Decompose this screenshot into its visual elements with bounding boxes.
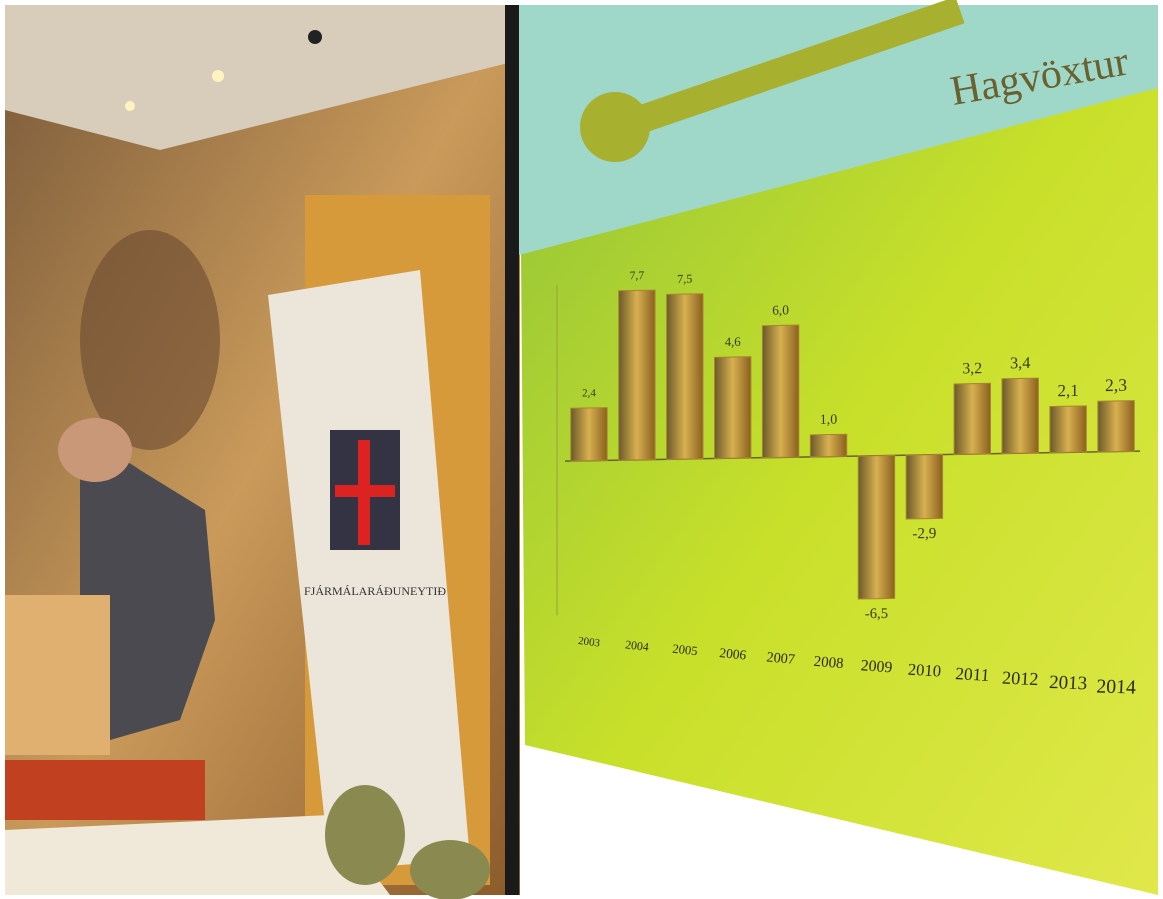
- bar: [1002, 378, 1038, 453]
- speaker-head: [58, 418, 132, 482]
- value-label: 2,1: [1058, 381, 1079, 400]
- value-label: -2,9: [912, 525, 936, 542]
- photo: FJÁRMÁLARÁÐUNEYTIÐ Hagvöxtur 20032,42004…: [0, 0, 1163, 899]
- ceiling-light: [125, 101, 135, 111]
- value-label: 6,0: [772, 302, 789, 317]
- value-label: 2,3: [1105, 375, 1127, 395]
- bar: [954, 383, 990, 454]
- chair: [325, 785, 405, 885]
- bar: [619, 290, 655, 460]
- header-dot: [580, 92, 650, 162]
- bar: [1050, 406, 1086, 453]
- banner-text: FJÁRMÁLARÁÐUNEYTIÐ: [304, 584, 446, 598]
- value-label: 1,0: [820, 413, 837, 428]
- x-tick-label: 2010: [907, 660, 942, 681]
- coat-of-arms-cross: [335, 485, 395, 497]
- value-label: 4,6: [725, 335, 742, 349]
- ceiling-light: [212, 70, 224, 82]
- bar: [1098, 401, 1134, 452]
- value-label: 2,4: [582, 387, 596, 399]
- x-tick-label: 2011: [955, 663, 990, 685]
- bar: [858, 455, 894, 599]
- chair: [410, 840, 490, 899]
- lectern: [5, 595, 110, 755]
- x-tick-label: 2007: [766, 649, 796, 667]
- x-tick-label: 2004: [624, 637, 649, 654]
- value-label: 7,7: [630, 269, 645, 282]
- papers: [5, 760, 205, 820]
- ceiling-light: [308, 30, 322, 44]
- bar: [667, 294, 703, 460]
- x-tick-label: 2009: [860, 657, 893, 676]
- shadow: [80, 230, 220, 450]
- screen-frame: [505, 5, 519, 895]
- x-tick-label: 2006: [719, 645, 748, 663]
- x-tick-label: 2012: [1002, 668, 1040, 690]
- x-tick-label: 2005: [672, 642, 699, 659]
- x-tick-label: 2013: [1049, 672, 1088, 694]
- x-tick-label: 2014: [1096, 676, 1137, 699]
- value-label: 7,5: [677, 272, 692, 286]
- bar: [762, 325, 798, 458]
- bar: [810, 434, 846, 457]
- value-label: 3,2: [962, 360, 982, 377]
- value-label: -6,5: [865, 606, 888, 622]
- value-label: 3,4: [1010, 353, 1030, 372]
- bar: [571, 408, 607, 461]
- bar: [715, 357, 751, 459]
- bar: [906, 455, 942, 519]
- x-tick-label: 2008: [813, 654, 844, 672]
